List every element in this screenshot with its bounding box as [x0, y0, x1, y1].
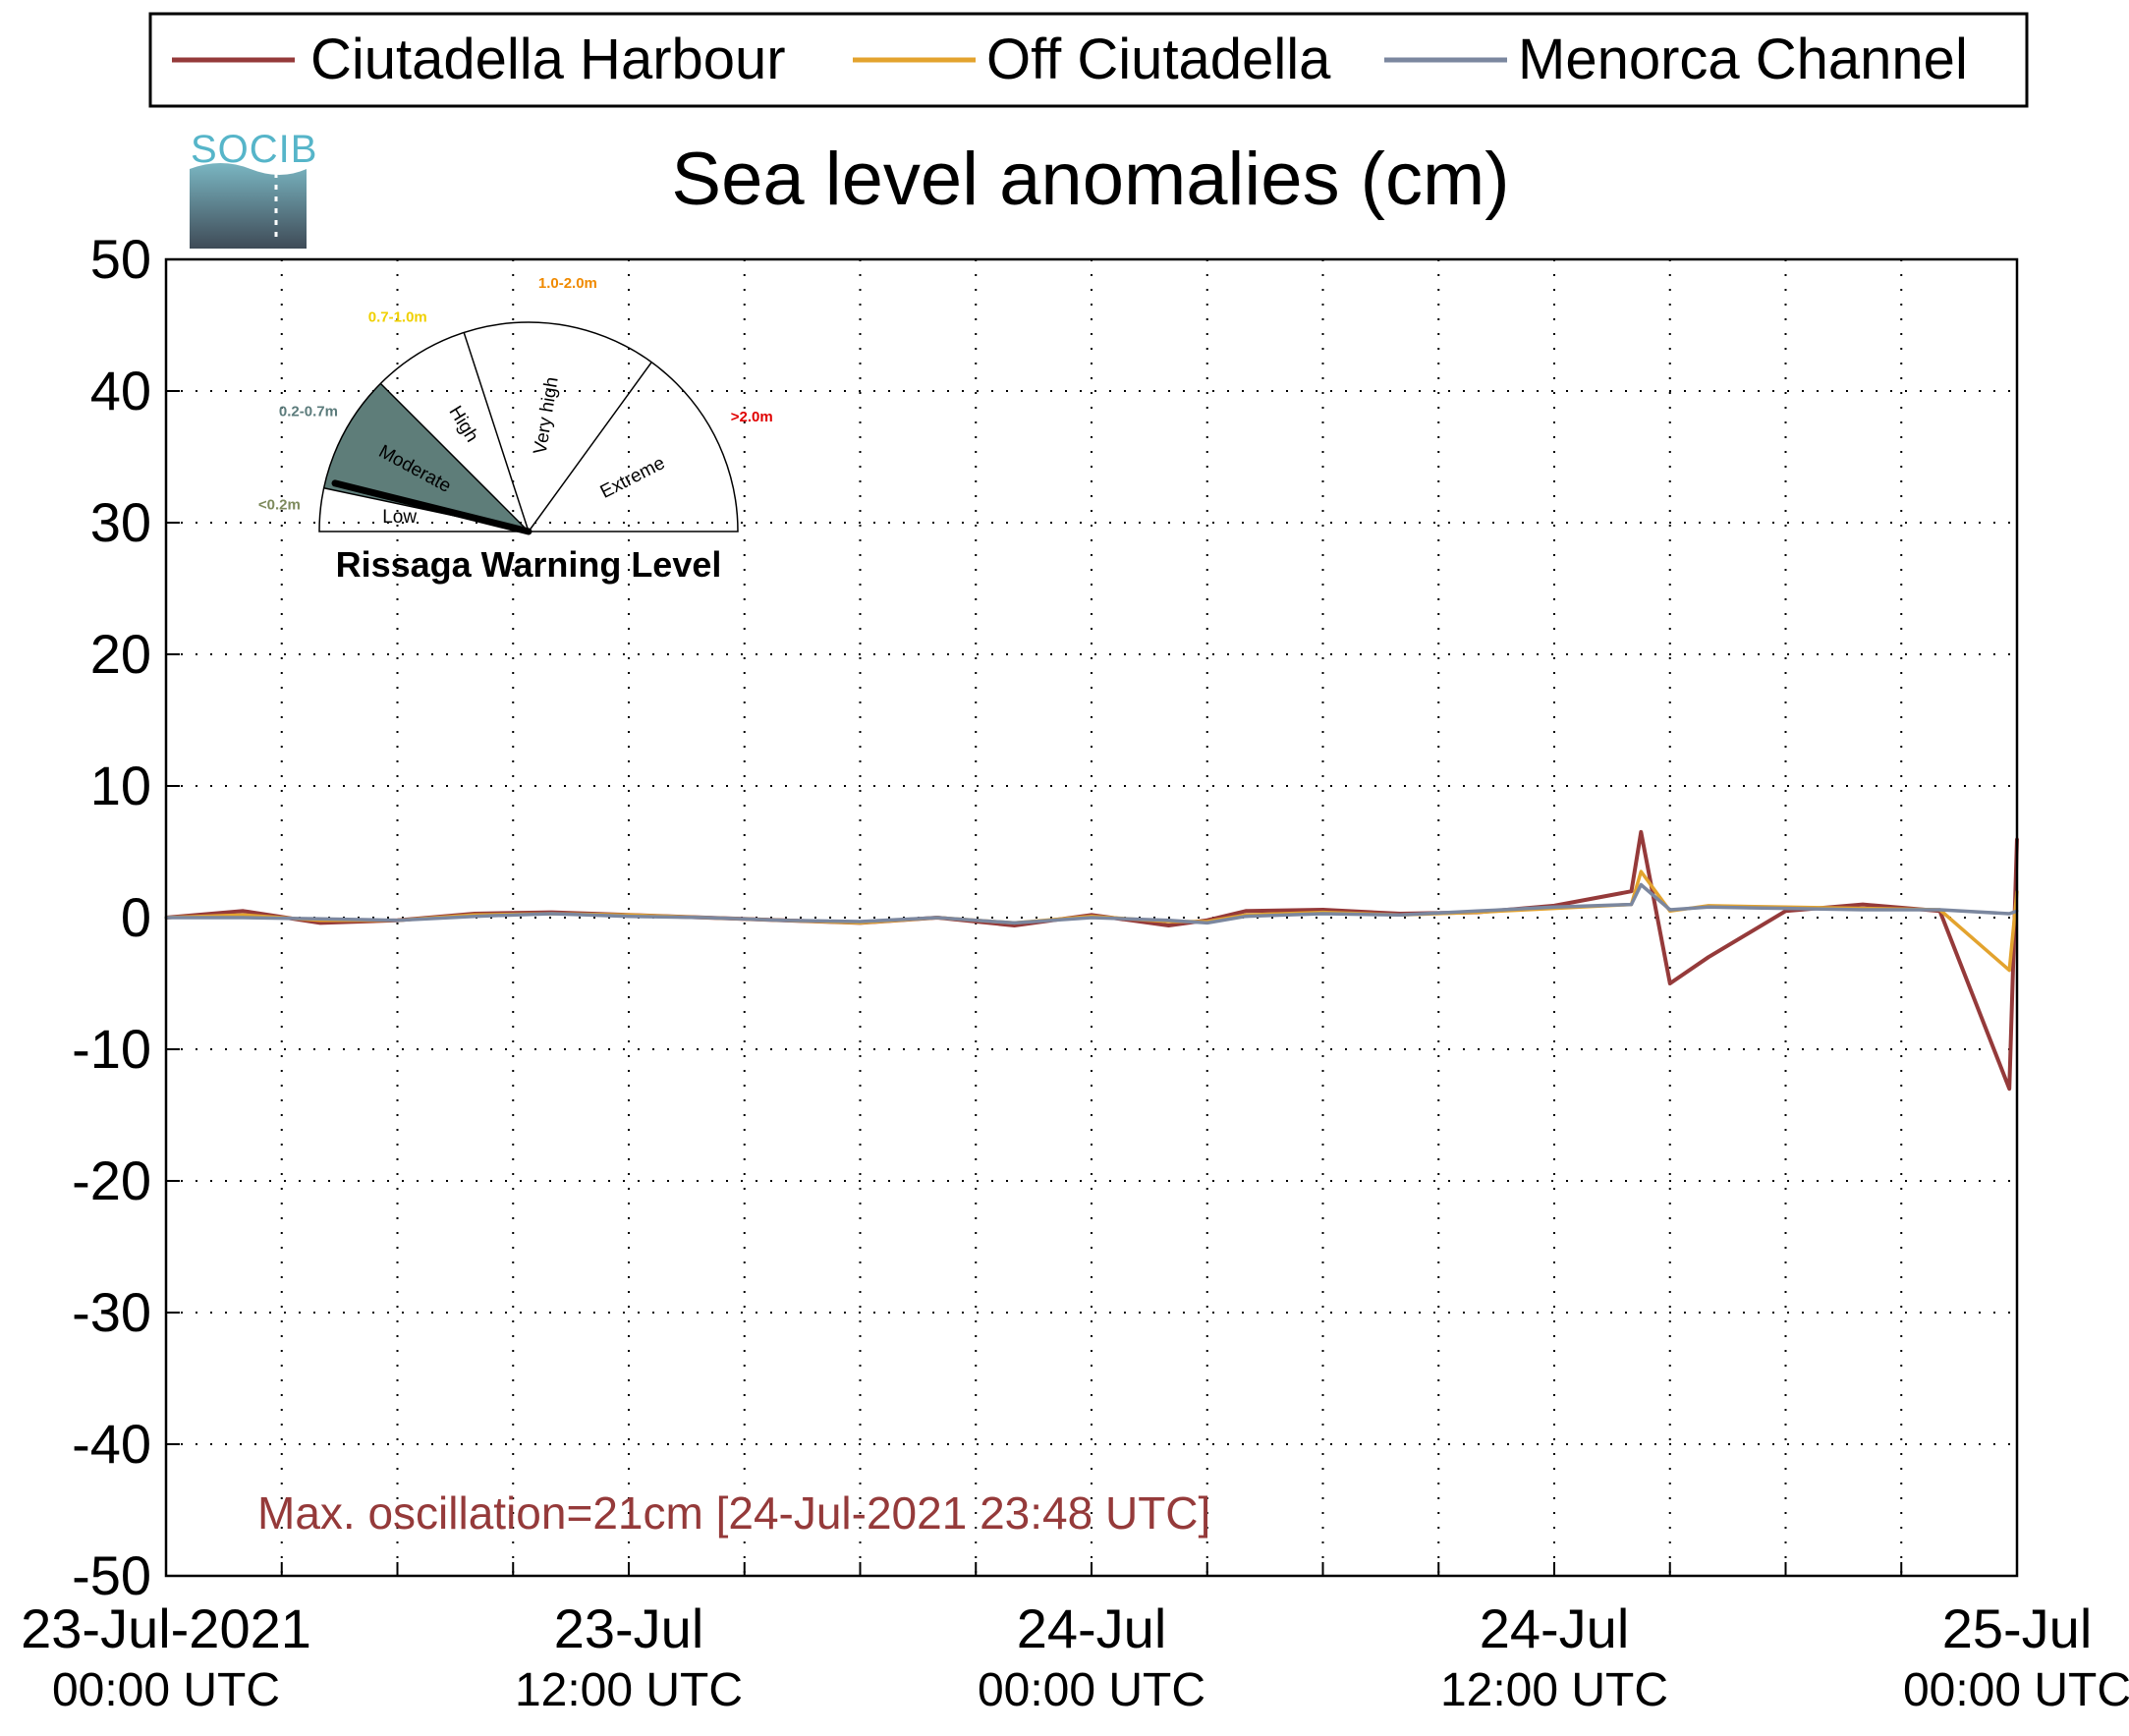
series-point [935, 916, 939, 920]
y-tick-label: -50 [72, 1544, 151, 1606]
gauge-range-label: 0.7-1.0m [368, 309, 427, 326]
x-tick-date-label: 23-Jul-2021 [21, 1597, 311, 1659]
series-point [1861, 903, 1865, 907]
y-tick-label: -10 [72, 1018, 151, 1080]
y-tick-label: -20 [72, 1149, 151, 1211]
series-point [1784, 909, 1787, 913]
series-point [242, 913, 245, 917]
series-point [1013, 921, 1016, 924]
series-point [318, 921, 322, 924]
logo-wave-icon [190, 163, 307, 249]
gauge-divider [463, 332, 530, 532]
x-tick-time-label: 00:00 UTC [52, 1664, 280, 1716]
series-point [1639, 883, 1643, 886]
series-point [1707, 955, 1710, 959]
series-point [1639, 869, 1643, 873]
series-point [627, 915, 631, 919]
series-point [1639, 830, 1643, 834]
legend-box [148, 12, 2029, 108]
y-axis-ticks: 50 40 30 20 10 0 -10 -20 -30 -40 -50 [72, 228, 180, 1606]
series-point [242, 916, 245, 920]
series-point [1668, 981, 1672, 985]
y-tick-label: 0 [121, 886, 151, 948]
x-tick-date-label: 23-Jul [554, 1597, 704, 1659]
gauge-divider [379, 382, 530, 532]
x-tick-time-label: 12:00 UTC [1440, 1664, 1668, 1716]
gauge-outline [318, 321, 739, 532]
x-tick-date-label: 25-Jul [1942, 1597, 2093, 1659]
series-point [242, 909, 245, 913]
gauge-range-label: 1.0-2.0m [538, 275, 597, 292]
legend-label-off-ciutadella: Off Ciutadella [986, 28, 1331, 91]
series-point [1244, 915, 1248, 919]
series-point [2007, 912, 2011, 916]
x-tick-time-label: 12:00 UTC [515, 1664, 743, 1716]
series-point [1476, 909, 1479, 913]
series-point [1630, 889, 1633, 893]
series-point [1167, 919, 1170, 923]
gauge-needle [331, 479, 532, 535]
series-point [704, 916, 707, 920]
series-point [1861, 908, 1865, 912]
series-point [859, 920, 862, 924]
y-tick-label: 40 [90, 360, 151, 421]
series-point [1398, 913, 1402, 917]
gauge-divider [528, 362, 652, 532]
series-point [1167, 924, 1170, 927]
grid [165, 258, 2018, 1577]
series-point [2007, 1087, 2011, 1091]
gauge-range-label: <0.2m [258, 496, 301, 513]
legend-label-ciutadella-harbour: Ciutadella Harbour [310, 28, 786, 91]
series-point [1784, 907, 1787, 911]
gauge-range-label: >2.0m [731, 409, 773, 425]
max-oscillation-annotation: Max. oscillation=21cm [24-Jul-2021 23:48… [257, 1487, 1210, 1539]
legend: Ciutadella Harbour Off Ciutadella Menorc… [148, 12, 2029, 108]
series-lines [164, 829, 2019, 1092]
legend-label-menorca-channel: Menorca Channel [1518, 28, 1968, 91]
x-tick-time-label: 00:00 UTC [978, 1664, 1205, 1716]
series-point [781, 919, 785, 923]
series-point [318, 917, 322, 921]
series-point [1244, 909, 1248, 913]
legend-item-off-ciutadella: Off Ciutadella [853, 28, 1331, 91]
y-tick-label: -40 [72, 1413, 151, 1475]
series-point [396, 919, 399, 923]
chart-title: Sea level anomalies (cm) [671, 138, 1509, 221]
y-tick-label: 30 [90, 491, 151, 553]
series-point [550, 912, 553, 916]
series-point [1707, 905, 1710, 909]
series-point [1090, 916, 1093, 920]
gauge-range-label: 0.2-0.7m [279, 403, 338, 420]
legend-item-menorca-channel: Menorca Channel [1384, 28, 1968, 91]
series-point [1668, 908, 1672, 912]
x-tick-time-label: 00:00 UTC [1903, 1664, 2129, 1716]
series-point [1552, 905, 1556, 909]
plot-frame [164, 257, 2019, 1578]
gauge-title: Rissaga Warning Level [336, 544, 722, 585]
series-point [1205, 921, 1209, 924]
y-tick-label: 50 [90, 228, 151, 290]
y-tick-label: -30 [72, 1281, 151, 1343]
x-tick-date-label: 24-Jul [1017, 1597, 1167, 1659]
socib-logo: SOCIB [190, 128, 316, 249]
series-point [1013, 924, 1016, 927]
legend-item-ciutadella-harbour: Ciutadella Harbour [172, 28, 786, 91]
series-point [473, 915, 476, 919]
series-point [2007, 969, 2011, 973]
gauge-sector-label: Low [382, 507, 417, 528]
series-point [1321, 908, 1324, 912]
y-tick-label: 10 [90, 755, 151, 816]
y-tick-label: 20 [90, 623, 151, 685]
series-point [1938, 908, 1941, 912]
series-point [1630, 903, 1633, 907]
x-tick-date-label: 24-Jul [1480, 1597, 1630, 1659]
series-point [1321, 912, 1324, 916]
